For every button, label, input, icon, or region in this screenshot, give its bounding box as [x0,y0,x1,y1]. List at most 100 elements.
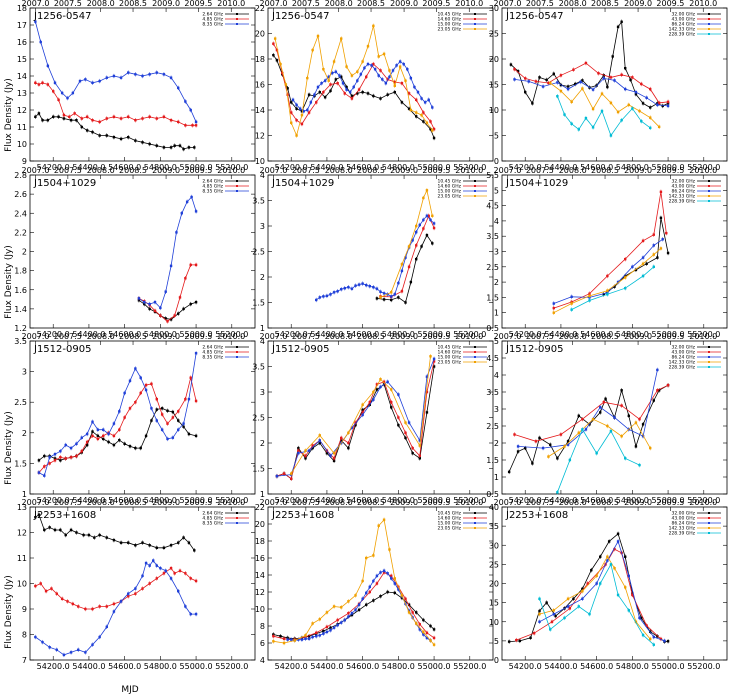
data-point [518,639,522,643]
data-point [357,283,361,286]
legend-marker [708,366,710,368]
x-tick-label: 55200.0 [453,662,486,671]
data-point [272,635,275,638]
data-point [375,297,379,300]
data-point [398,60,402,63]
data-point [322,632,325,635]
data-point [422,120,425,123]
y-tick-label: 22 [255,4,265,13]
data-point [382,292,386,295]
data-point [187,432,191,436]
data-point [609,563,613,566]
legend-marker [474,13,476,15]
x-tick-label: 55200.0 [687,662,720,671]
data-point [427,98,430,101]
data-point [315,298,318,302]
y-tick-label: 9 [22,157,27,166]
year-tick-label: 2010.0 [455,332,483,341]
legend-marker [236,522,238,524]
chart-panel: 54200.0 54400.0 54600.0 54800.0 55000.0 55200… [486,332,728,505]
data-point [112,136,116,139]
y-tick-label: 7 [22,656,27,665]
data-point [372,554,375,557]
data-point [134,592,137,595]
data-point [659,247,663,250]
x-tick-label: 54200.0 [509,330,542,339]
legend-label: 2.64 GHz [202,345,223,351]
legend-marker [236,13,238,15]
data-point [177,86,180,90]
data-point [420,97,423,100]
y-tick-label: 4.5 [486,354,499,363]
y-tick-label: 1.5 [252,299,265,308]
y-tick-label: 14 [255,571,265,580]
year-tick-label: 2007.0 [494,498,522,507]
legend-marker [708,190,710,192]
data-point [162,146,166,149]
data-point [286,87,289,90]
year-tick-label: 2007.0 [260,166,288,175]
data-point [574,82,577,86]
data-point [340,439,343,442]
data-point [613,567,616,570]
data-point [153,300,157,304]
x-tick-label: 54400.0 [310,662,343,671]
year-tick-label: 2007.5 [54,0,82,8]
data-point [307,93,311,96]
series-line [571,266,655,310]
data-point [432,628,436,631]
data-point [80,436,83,439]
data-point [368,590,371,594]
data-point [118,428,121,431]
data-point [659,190,663,194]
data-point [293,639,296,642]
data-point [400,101,404,104]
data-point [57,98,60,101]
data-point [432,222,436,225]
year-tick-label: 2008.5 [357,166,385,175]
data-point [164,317,167,320]
data-point [425,121,429,124]
data-point [318,296,321,299]
x-tick-label: 55200.0 [687,330,720,339]
legend-label: 10.45 GHz [437,179,461,185]
data-point [404,436,407,440]
data-point [409,280,413,284]
data-point [552,72,555,75]
y-tick-label: 10 [17,140,27,149]
data-point [171,436,175,439]
data-point [134,587,137,590]
y-tick-label: 13 [17,503,27,512]
legend-marker [474,517,476,519]
y-tick-label: 1 [494,309,499,318]
legend-label: 2.64 GHz [202,511,223,517]
series-line [603,217,669,295]
data-point [425,390,429,394]
legend-marker [236,346,238,348]
data-point [166,437,169,441]
legend-marker [708,18,710,20]
figure-ylabel: Flux Density (Jy) [4,78,14,152]
data-point [194,399,198,403]
data-point [148,307,151,311]
data-point [144,561,148,565]
year-tick-label: 2009.0 [624,332,652,341]
x-tick-label: 55000.0 [652,330,685,339]
data-point [570,308,573,311]
y-tick-label: 10 [489,106,499,115]
data-point [304,634,307,637]
data-point [53,459,57,462]
data-point [624,66,627,70]
data-point [71,602,75,606]
legend-marker [474,185,476,187]
year-tick-label: 2008.0 [325,332,353,341]
data-point [98,79,101,83]
data-point [162,115,166,118]
data-point [64,457,67,460]
y-tick-label: 13 [17,89,27,98]
data-point [382,380,386,383]
series-line [380,189,433,298]
y-tick-label: 3 [494,405,499,414]
data-point [300,638,304,641]
